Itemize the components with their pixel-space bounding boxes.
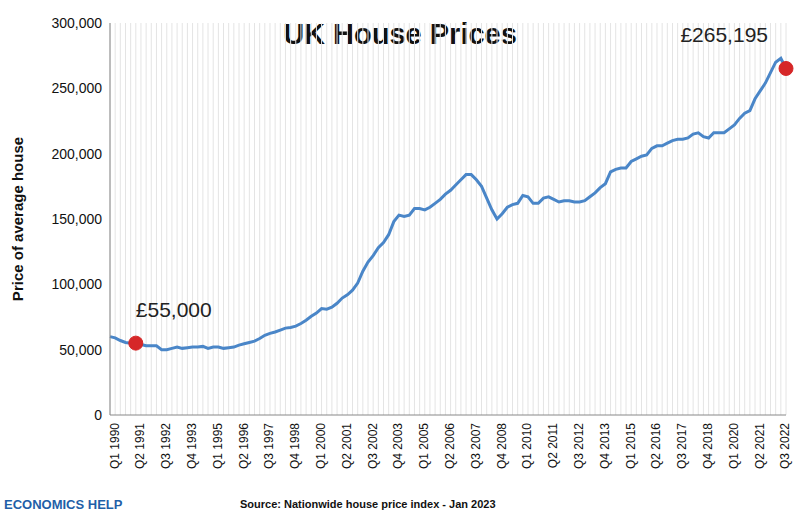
svg-text:Q2 2001: Q2 2001 (340, 423, 354, 469)
svg-text:Q2 2016: Q2 2016 (649, 423, 663, 469)
svg-text:Q2 2011: Q2 2011 (546, 423, 560, 468)
svg-text:Q4 2018: Q4 2018 (701, 423, 715, 469)
svg-text:Q3 1997: Q3 1997 (262, 423, 276, 469)
svg-text:Q4 1998: Q4 1998 (288, 423, 302, 469)
svg-text:Q4 2013: Q4 2013 (598, 423, 612, 469)
svg-text:Q2 1991: Q2 1991 (133, 423, 147, 469)
svg-text:Q3 2002: Q3 2002 (366, 423, 380, 469)
svg-text:Q4 1993: Q4 1993 (185, 423, 199, 469)
html-text:ECONOMICS HELP: ECONOMICS HELP (4, 497, 123, 512)
svg-text:Q1 1990: Q1 1990 (108, 423, 122, 469)
html-text:UK House Prices: UK House Prices (283, 18, 517, 50)
svg-text:250,000: 250,000 (51, 80, 102, 96)
svg-text:Q3 2007: Q3 2007 (469, 423, 483, 469)
svg-text:300,000: 300,000 (51, 15, 102, 31)
svg-text:Q1 2000: Q1 2000 (314, 423, 328, 469)
svg-text:Q1 2010: Q1 2010 (520, 423, 534, 469)
svg-text:Q4 2008: Q4 2008 (495, 423, 509, 469)
svg-text:£265,195: £265,195 (680, 23, 768, 46)
svg-text:150,000: 150,000 (51, 211, 102, 227)
svg-text:Q3 2012: Q3 2012 (572, 423, 586, 469)
svg-text:Q1 2005: Q1 2005 (417, 423, 431, 469)
html-text:Source: Nationwide house price: Source: Nationwide house price index - J… (240, 498, 496, 510)
svg-text:Q1 1995: Q1 1995 (211, 423, 225, 469)
svg-text:Q4 2003: Q4 2003 (391, 423, 405, 469)
svg-text:Q2 2006: Q2 2006 (443, 423, 457, 469)
svg-text:Q3 1992: Q3 1992 (159, 423, 173, 469)
svg-text:Q1 2015: Q1 2015 (624, 423, 638, 469)
svg-text:50,000: 50,000 (59, 342, 102, 358)
svg-text:Price of average house: Price of average house (9, 137, 26, 301)
svg-text:100,000: 100,000 (51, 276, 102, 292)
svg-text:£55,000: £55,000 (136, 298, 212, 321)
svg-text:Q2 1996: Q2 1996 (237, 423, 251, 469)
svg-text:Q3 2022: Q3 2022 (778, 423, 792, 469)
svg-text:Q2 2021: Q2 2021 (753, 423, 767, 469)
svg-text:200,000: 200,000 (51, 146, 102, 162)
svg-text:Q1 2020: Q1 2020 (727, 423, 741, 469)
svg-text:0: 0 (94, 407, 102, 423)
svg-text:Q3 2017: Q3 2017 (675, 423, 689, 469)
